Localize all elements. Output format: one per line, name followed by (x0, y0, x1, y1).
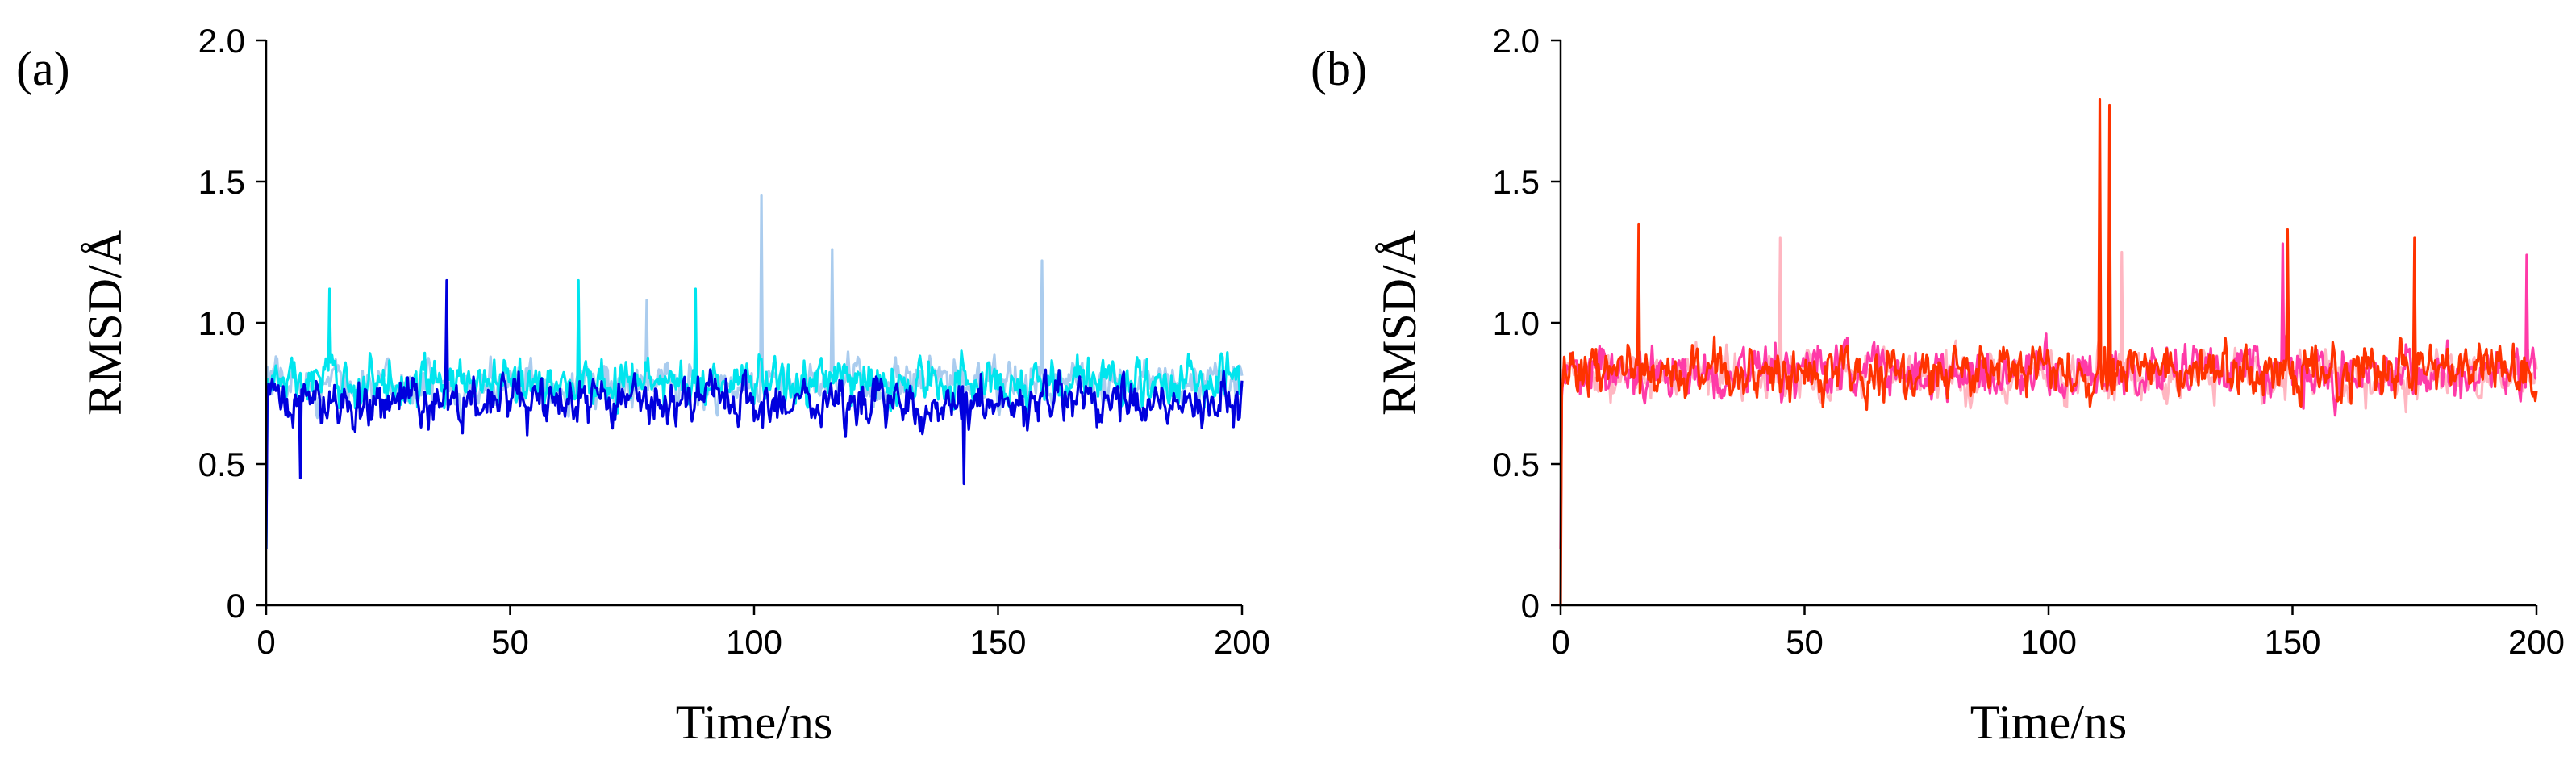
panel-label: (a) (16, 42, 70, 95)
x-tick-label: 50 (491, 623, 529, 661)
x-axis-title: Time/ns (1970, 696, 2128, 749)
y-tick-label: 1.0 (1493, 304, 1540, 342)
y-tick-label: 2.0 (198, 22, 245, 60)
x-tick-label: 50 (1786, 623, 1824, 661)
y-axis-title: RMSD/Å (78, 230, 131, 416)
panel-b: 0 0.5 1.0 1.5 2.0 0 50 100 150 200 (b) Time/ns RMSD/… (1311, 22, 2565, 749)
y-tick-label: 1.5 (198, 163, 245, 201)
series-line-1 (265, 194, 1244, 550)
y-tick-label: 0.5 (1493, 445, 1540, 483)
x-tick-label: 100 (2020, 623, 2077, 661)
x-tick-label: 150 (2264, 623, 2320, 661)
x-tick-label: 150 (969, 623, 1026, 661)
series-line-3 (1559, 98, 2538, 606)
x-tick-label: 0 (1551, 623, 1569, 661)
y-axis-title: RMSD/Å (1373, 230, 1426, 416)
y-tick-label: 0 (1521, 587, 1540, 625)
y-tick-label: 0 (227, 587, 245, 625)
y-tick-label: 2.0 (1493, 22, 1540, 60)
x-tick-label: 0 (256, 623, 275, 661)
series-line-2 (1559, 242, 2537, 550)
x-tick-label: 200 (1214, 623, 1270, 661)
panel-a: 0 0.5 1.0 1.5 2.0 0 50 100 150 200 (a) Time/ns RMSD/… (16, 22, 1270, 749)
x-tick-label: 200 (2508, 623, 2565, 661)
y-tick-label: 0.5 (198, 445, 245, 483)
y-tick-label: 1.0 (198, 304, 245, 342)
series-line-3 (265, 278, 1244, 550)
x-axis-title: Time/ns (676, 696, 833, 749)
x-tick-label: 100 (726, 623, 782, 661)
y-tick-label: 1.5 (1493, 163, 1540, 201)
panel-label: (b) (1311, 42, 1367, 95)
